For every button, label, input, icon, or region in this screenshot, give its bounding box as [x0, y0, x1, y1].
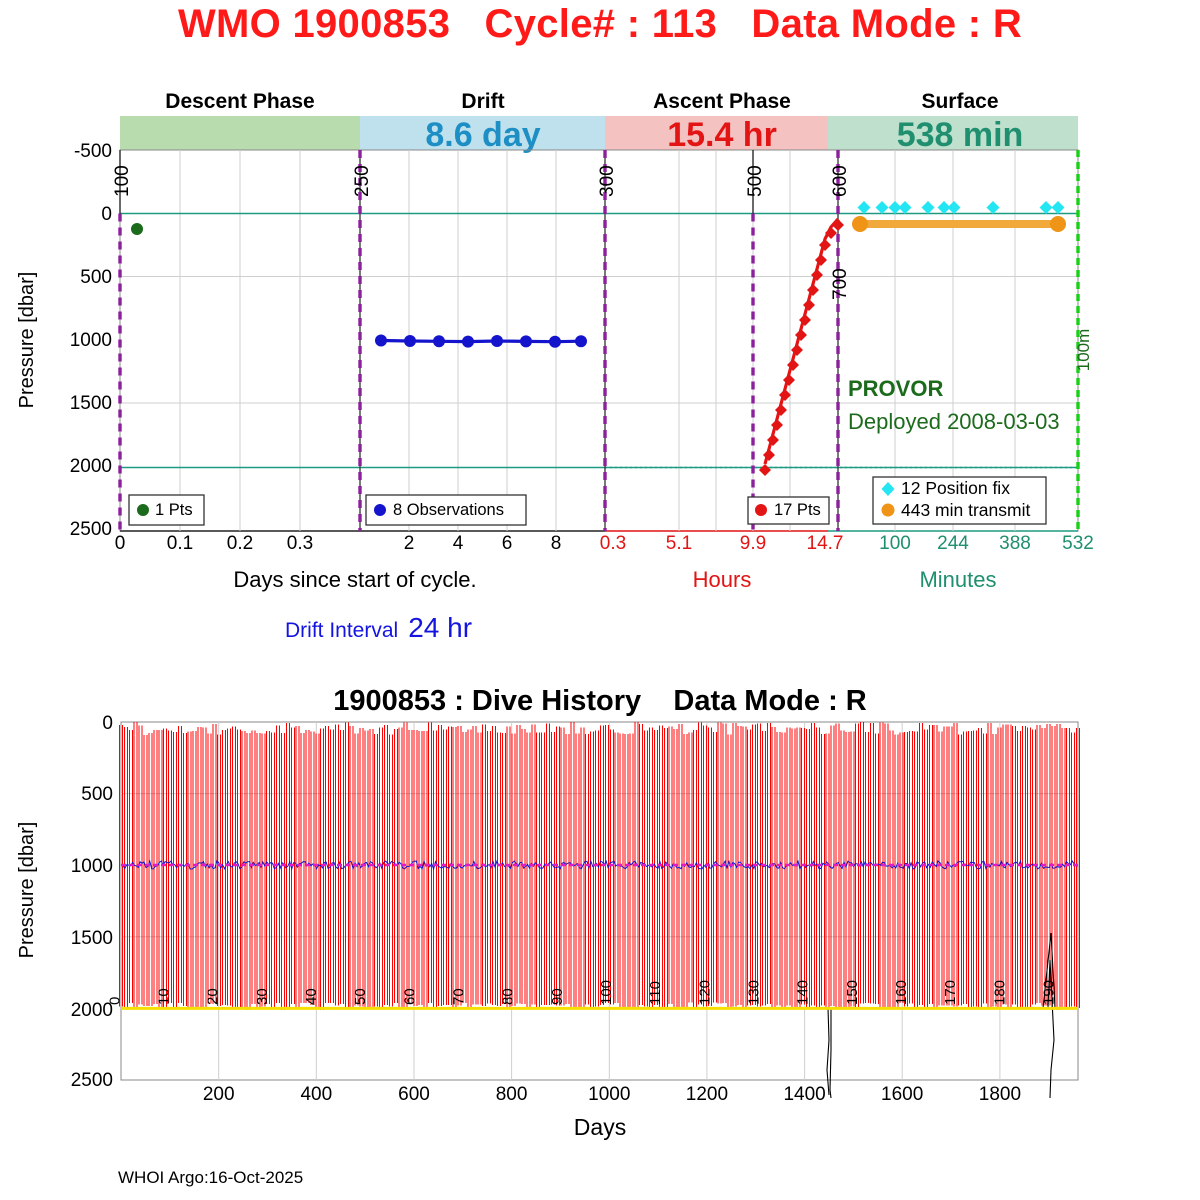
svg-text:1200: 1200: [686, 1084, 728, 1105]
svg-text:30: 30: [254, 988, 271, 1005]
svg-text:80: 80: [500, 988, 517, 1005]
svg-text:0: 0: [102, 713, 113, 734]
svg-text:130: 130: [746, 980, 763, 1005]
svg-text:800: 800: [496, 1084, 528, 1105]
svg-text:1600: 1600: [881, 1084, 923, 1105]
svg-text:110: 110: [647, 981, 664, 1005]
svg-text:40: 40: [303, 988, 320, 1005]
svg-text:Days: Days: [574, 1114, 626, 1140]
svg-text:1800: 1800: [979, 1084, 1021, 1105]
svg-text:0: 0: [106, 997, 123, 1005]
svg-text:120: 120: [696, 980, 713, 1005]
svg-text:20: 20: [205, 988, 222, 1005]
svg-text:1400: 1400: [783, 1084, 825, 1105]
svg-text:200: 200: [203, 1084, 235, 1105]
svg-text:Pressure [dbar]: Pressure [dbar]: [16, 822, 38, 959]
svg-text:400: 400: [300, 1084, 332, 1105]
svg-text:50: 50: [352, 988, 369, 1005]
svg-text:60: 60: [401, 988, 418, 1005]
svg-text:160: 160: [893, 980, 910, 1005]
svg-text:180: 180: [991, 980, 1008, 1005]
svg-text:150: 150: [844, 980, 861, 1005]
svg-text:2500: 2500: [71, 1070, 113, 1091]
svg-text:600: 600: [398, 1084, 430, 1105]
svg-text:170: 170: [942, 980, 959, 1005]
svg-text:10: 10: [156, 988, 173, 1005]
svg-text:140: 140: [795, 980, 812, 1005]
svg-text:70: 70: [451, 988, 468, 1005]
svg-text:190: 190: [1040, 980, 1057, 1005]
svg-text:90: 90: [549, 988, 566, 1005]
svg-text:1000: 1000: [588, 1084, 630, 1105]
svg-text:100: 100: [598, 980, 615, 1005]
svg-text:1500: 1500: [71, 928, 113, 949]
svg-text:1000: 1000: [71, 856, 113, 877]
svg-text:500: 500: [81, 784, 113, 805]
